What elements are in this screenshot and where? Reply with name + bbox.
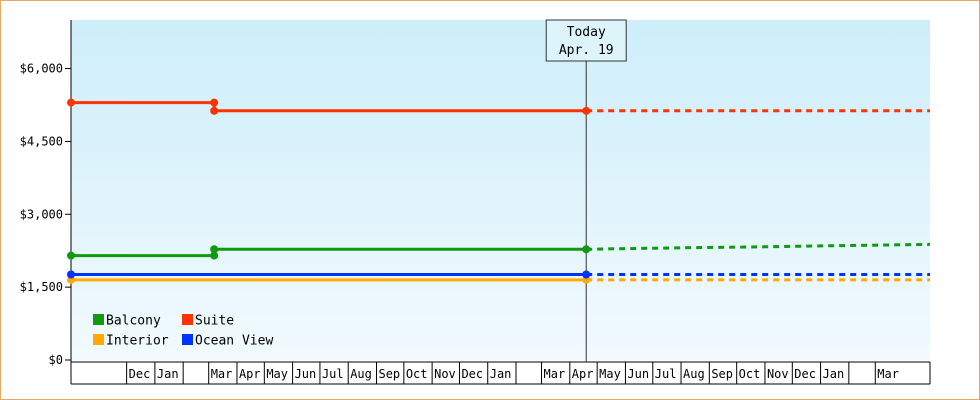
- legend-swatch: [182, 334, 193, 345]
- legend-label: Suite: [195, 314, 234, 329]
- series-layer: [67, 98, 931, 284]
- today-label: Today: [567, 25, 606, 40]
- legend-swatch: [93, 334, 104, 345]
- legend-swatch: [93, 314, 104, 325]
- x-tick-label: Sep: [378, 367, 400, 381]
- x-tick-label: Mar: [544, 367, 566, 381]
- x-tick-label: Jul: [655, 367, 677, 381]
- x-tick-label: Apr: [572, 367, 594, 381]
- x-tick-label: Aug: [683, 367, 705, 381]
- today-marker: Today Apr. 19: [545, 19, 627, 362]
- data-point-suite: [210, 106, 219, 115]
- x-tick-label: Mar: [877, 367, 899, 381]
- data-point-balcony: [67, 251, 75, 260]
- x-tick-label: Nov: [767, 367, 789, 381]
- x-tick-label: Aug: [350, 367, 372, 381]
- y-tick-label: $0: [49, 353, 63, 367]
- series-forecast-balcony: [586, 242, 931, 251]
- x-tick-label: Dec: [461, 367, 483, 381]
- y-tick-label: $1,500: [20, 280, 63, 294]
- data-point-suite: [582, 106, 591, 115]
- legend-item-ocean-view: Ocean View: [182, 334, 273, 349]
- x-tick-label: May: [266, 367, 288, 381]
- x-tick-label: Jan: [823, 367, 845, 381]
- x-tick-label: Oct: [406, 367, 428, 381]
- x-tick-label: Jan: [157, 367, 179, 381]
- x-tick-label: Apr: [239, 367, 261, 381]
- plot-background: [71, 20, 930, 360]
- x-tick-label: Nov: [434, 367, 456, 381]
- x-tick-label: Dec: [794, 367, 816, 381]
- data-point-ocean-view: [67, 270, 75, 279]
- x-tick-label: May: [599, 367, 621, 381]
- legend-item-balcony: Balcony: [93, 314, 161, 329]
- data-point-balcony: [210, 245, 219, 254]
- x-axis: Dec Jan Mar Apr May Jun Jul Aug Sep Oct Nov Dec Jan M…: [70, 361, 931, 385]
- x-tick-label: Sep: [711, 367, 733, 381]
- legend-item-suite: Suite: [182, 314, 234, 329]
- x-tick-label: Jul: [322, 367, 344, 381]
- data-point-ocean-view: [582, 270, 591, 279]
- legend-item-interior: Interior: [93, 334, 169, 349]
- data-point-balcony: [210, 251, 219, 260]
- x-tick-label: Jun: [295, 367, 317, 381]
- y-tick-label: $4,500: [20, 134, 63, 148]
- today-date-label: Apr. 19: [559, 43, 614, 58]
- legend-label: Ocean View: [195, 334, 273, 349]
- today-box: [545, 19, 627, 62]
- series-suite: [67, 98, 930, 115]
- x-tick-label: Jan: [490, 367, 512, 381]
- x-tick-label: Mar: [211, 367, 233, 381]
- y-tick-label: $3,000: [20, 207, 63, 221]
- legend-label: Interior: [106, 334, 169, 349]
- y-tick-label: $6,000: [20, 62, 63, 76]
- legend: Balcony Suite Interior Ocean View: [93, 314, 273, 349]
- legend-label: Balcony: [106, 314, 161, 329]
- x-tick-label: Oct: [739, 367, 761, 381]
- data-point-suite: [67, 98, 75, 107]
- x-tick-label: Jun: [627, 367, 649, 381]
- x-tick-label: Dec: [129, 367, 151, 381]
- series-balcony: [67, 242, 931, 260]
- data-point-balcony: [582, 245, 591, 254]
- data-point-suite: [210, 98, 219, 107]
- y-axis: $0 $1,500 $3,000 $4,500 $6,000: [20, 20, 72, 367]
- series-ocean-view: [67, 270, 930, 279]
- legend-swatch: [182, 314, 193, 325]
- series-line-suite: [71, 101, 587, 113]
